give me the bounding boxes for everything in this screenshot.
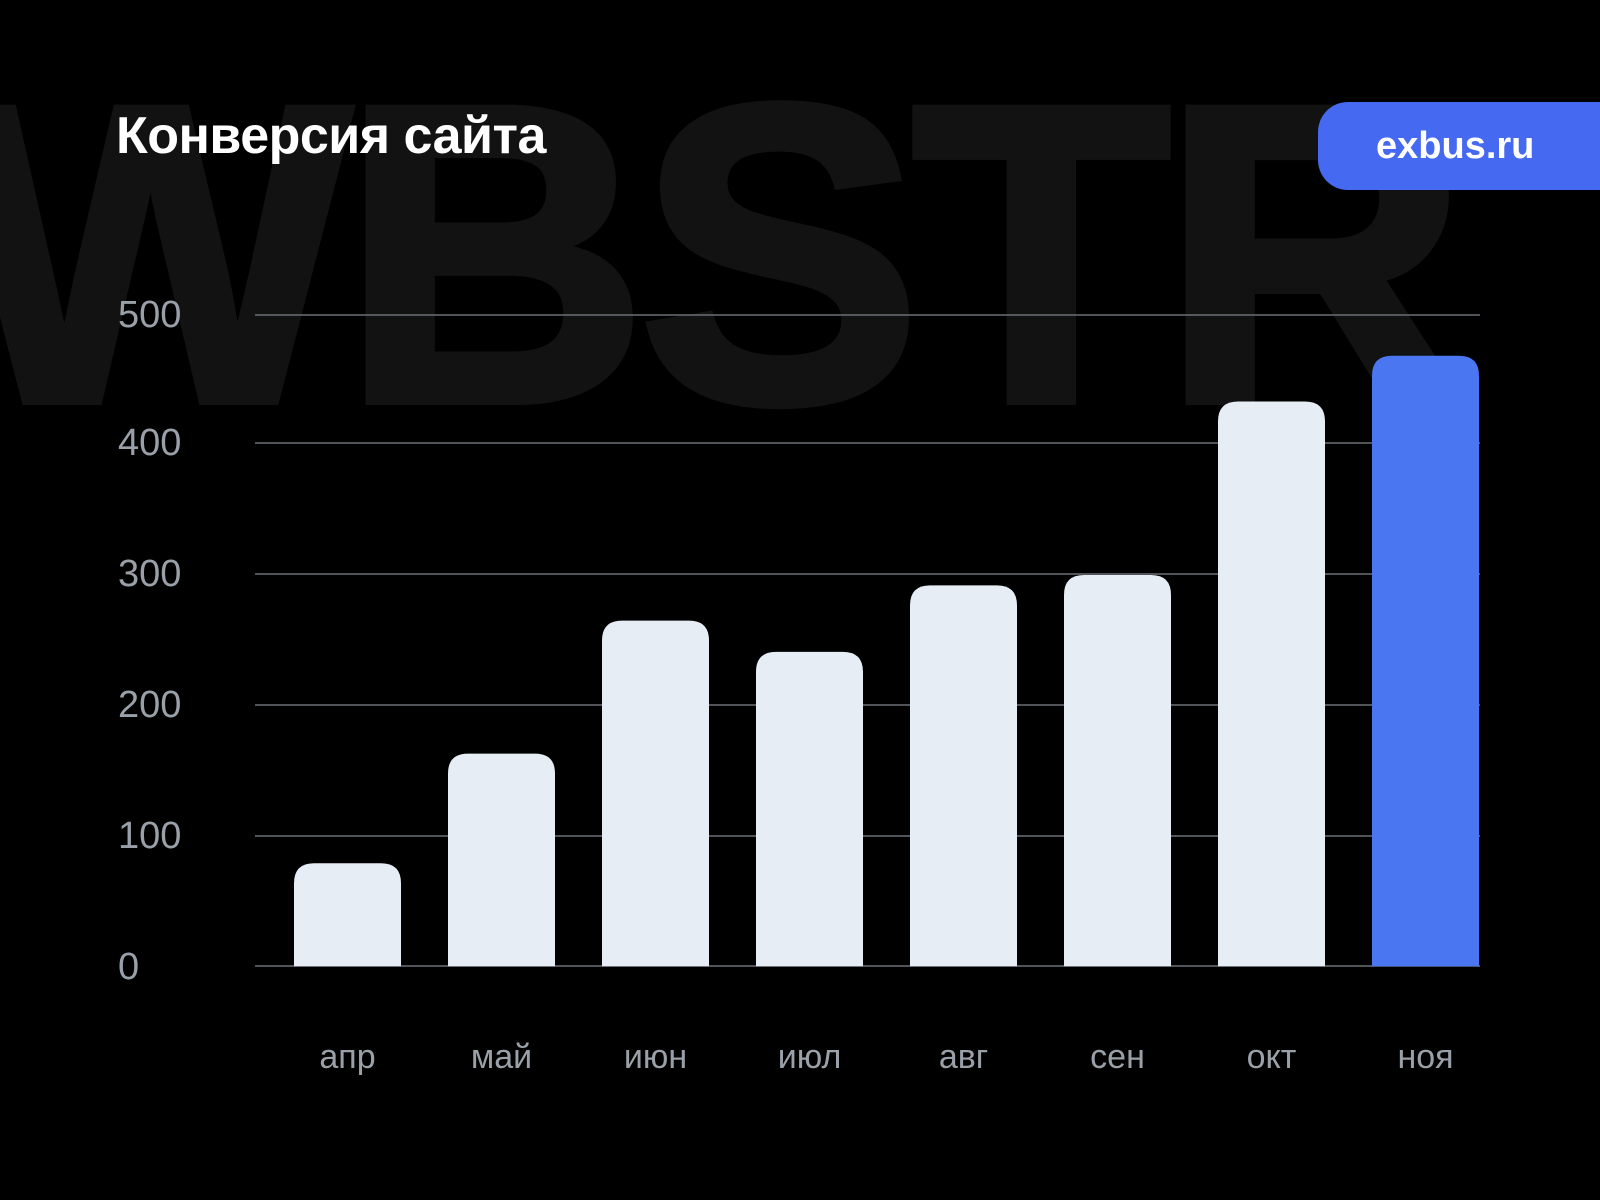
svg-text:июл: июл — [778, 1038, 842, 1076]
svg-text:апр: апр — [319, 1038, 375, 1076]
svg-text:200: 200 — [118, 684, 181, 726]
svg-text:июн: июн — [624, 1038, 687, 1076]
svg-text:сен: сен — [1090, 1038, 1145, 1076]
svg-text:окт: окт — [1247, 1038, 1297, 1076]
svg-text:400: 400 — [118, 422, 181, 464]
svg-text:ноя: ноя — [1397, 1038, 1453, 1076]
svg-text:авг: авг — [939, 1038, 988, 1076]
svg-text:май: май — [471, 1038, 532, 1076]
svg-text:300: 300 — [118, 553, 181, 595]
svg-text:100: 100 — [118, 815, 181, 857]
svg-text:500: 500 — [118, 294, 181, 336]
svg-text:0: 0 — [118, 946, 139, 988]
